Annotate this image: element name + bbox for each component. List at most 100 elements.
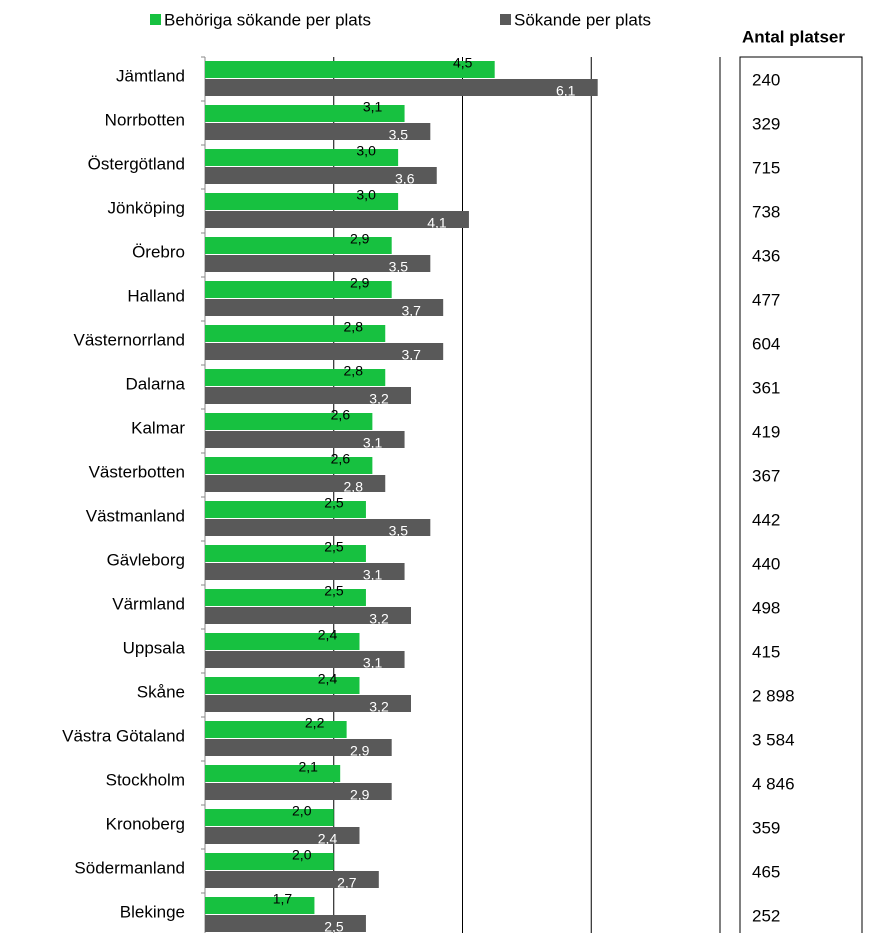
y-tick-label: Norrbotten bbox=[105, 110, 185, 129]
bar bbox=[205, 79, 598, 96]
value-label: 6,1 bbox=[556, 83, 576, 99]
value-label: 3,7 bbox=[401, 303, 421, 319]
bar bbox=[205, 783, 392, 800]
legend-label: Sökande per plats bbox=[514, 10, 651, 29]
bar bbox=[205, 255, 431, 272]
value-label: 3,6 bbox=[395, 171, 415, 187]
value-label: 2,6 bbox=[331, 451, 351, 467]
table-cell: 465 bbox=[752, 862, 780, 881]
y-tick-label: Kalmar bbox=[131, 418, 185, 437]
value-label: 3,1 bbox=[363, 99, 383, 115]
y-tick-label: Dalarna bbox=[125, 374, 185, 393]
bar bbox=[205, 413, 373, 430]
bar bbox=[205, 765, 341, 782]
value-label: 2,0 bbox=[292, 847, 312, 863]
value-label: 2,8 bbox=[344, 363, 364, 379]
bar bbox=[205, 61, 495, 78]
table-cell: 738 bbox=[752, 202, 780, 221]
value-label: 2,9 bbox=[350, 743, 370, 759]
value-label: 3,5 bbox=[389, 127, 409, 143]
bar bbox=[205, 369, 386, 386]
value-label: 3,2 bbox=[369, 611, 389, 627]
table-cell: 604 bbox=[752, 334, 780, 353]
y-tick-label: Jämtland bbox=[116, 66, 185, 85]
bar bbox=[205, 387, 411, 404]
legend-label: Behöriga sökande per plats bbox=[164, 10, 371, 29]
value-label: 2,4 bbox=[318, 831, 338, 847]
y-tick-label: Västernorrland bbox=[73, 330, 185, 349]
value-label: 4,5 bbox=[453, 55, 473, 71]
bar bbox=[205, 431, 405, 448]
bar bbox=[205, 519, 431, 536]
bar bbox=[205, 809, 334, 826]
bar bbox=[205, 897, 315, 914]
bar bbox=[205, 915, 366, 932]
value-label: 3,1 bbox=[363, 567, 383, 583]
y-tick-label: Skåne bbox=[137, 682, 185, 701]
table-cell: 715 bbox=[752, 158, 780, 177]
y-tick-label: Halland bbox=[127, 286, 185, 305]
y-tick-label: Västerbotten bbox=[89, 462, 185, 481]
value-label: 2,2 bbox=[305, 715, 325, 731]
bar bbox=[205, 545, 366, 562]
value-label: 2,8 bbox=[344, 319, 364, 335]
value-label: 2,9 bbox=[350, 275, 370, 291]
table-cell: 442 bbox=[752, 510, 780, 529]
bar bbox=[205, 343, 444, 360]
bar bbox=[205, 633, 360, 650]
value-label: 1,7 bbox=[273, 891, 293, 907]
value-label: 2,4 bbox=[318, 627, 338, 643]
value-label: 3,2 bbox=[369, 391, 389, 407]
bar bbox=[205, 299, 444, 316]
table-header: Antal platser bbox=[742, 27, 845, 46]
bar bbox=[205, 827, 360, 844]
value-label: 3,1 bbox=[363, 655, 383, 671]
bar bbox=[205, 325, 386, 342]
bar bbox=[205, 193, 399, 210]
table-cell: 498 bbox=[752, 598, 780, 617]
table-cell: 477 bbox=[752, 290, 780, 309]
bar bbox=[205, 281, 392, 298]
value-label: 3,0 bbox=[356, 187, 376, 203]
value-label: 2,5 bbox=[324, 539, 344, 555]
table-cell: 440 bbox=[752, 554, 780, 573]
legend-swatch bbox=[150, 14, 161, 25]
bar bbox=[205, 149, 399, 166]
y-tick-label: Uppsala bbox=[123, 638, 186, 657]
value-label: 2,5 bbox=[324, 583, 344, 599]
y-tick-label: Blekinge bbox=[120, 902, 185, 921]
value-label: 3,5 bbox=[389, 259, 409, 275]
bar bbox=[205, 695, 411, 712]
table-cell: 4 846 bbox=[752, 774, 795, 793]
value-label: 2,4 bbox=[318, 671, 338, 687]
bar bbox=[205, 457, 373, 474]
table-cell: 415 bbox=[752, 642, 780, 661]
bar bbox=[205, 853, 334, 870]
bar bbox=[205, 871, 379, 888]
y-tick-label: Västmanland bbox=[86, 506, 185, 525]
value-label: 2,8 bbox=[344, 479, 364, 495]
table-box bbox=[739, 56, 863, 933]
bar bbox=[205, 589, 366, 606]
y-tick-label: Stockholm bbox=[106, 770, 185, 789]
bar bbox=[205, 607, 411, 624]
table-cell: 3 584 bbox=[752, 730, 795, 749]
table-cell: 361 bbox=[752, 378, 780, 397]
y-tick-label: Jönköping bbox=[107, 198, 185, 217]
y-tick-label: Kronoberg bbox=[106, 814, 185, 833]
bar bbox=[205, 563, 405, 580]
value-label: 3,1 bbox=[363, 435, 383, 451]
value-label: 3,2 bbox=[369, 699, 389, 715]
bar bbox=[205, 739, 392, 756]
y-tick-label: Södermanland bbox=[74, 858, 185, 877]
value-label: 2,9 bbox=[350, 231, 370, 247]
bar bbox=[205, 475, 386, 492]
bar bbox=[205, 167, 437, 184]
y-tick-label: Värmland bbox=[112, 594, 185, 613]
value-label: 3,0 bbox=[356, 143, 376, 159]
table-cell: 367 bbox=[752, 466, 780, 485]
value-label: 3,7 bbox=[401, 347, 421, 363]
bar bbox=[205, 651, 405, 668]
value-label: 2,9 bbox=[350, 787, 370, 803]
